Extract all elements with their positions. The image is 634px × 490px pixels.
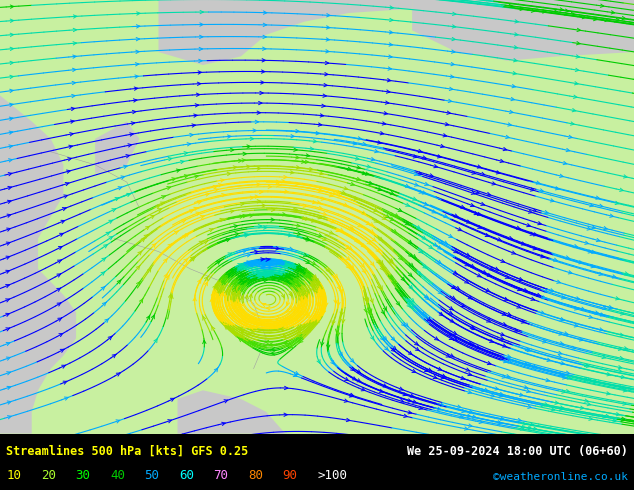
Text: 30: 30	[75, 468, 91, 482]
Text: 10: 10	[6, 468, 22, 482]
Text: ©weatheronline.co.uk: ©weatheronline.co.uk	[493, 471, 628, 482]
Polygon shape	[0, 0, 76, 434]
Polygon shape	[158, 0, 412, 65]
Text: 70: 70	[214, 468, 228, 482]
Polygon shape	[0, 0, 634, 434]
Polygon shape	[95, 122, 139, 173]
Polygon shape	[412, 0, 634, 61]
Text: 80: 80	[248, 468, 263, 482]
Text: 40: 40	[110, 468, 125, 482]
Text: >100: >100	[317, 468, 347, 482]
Text: 90: 90	[283, 468, 297, 482]
Text: Streamlines 500 hPa [kts] GFS 0.25: Streamlines 500 hPa [kts] GFS 0.25	[6, 445, 249, 458]
Text: 20: 20	[41, 468, 56, 482]
Polygon shape	[178, 390, 285, 434]
Text: We 25-09-2024 18:00 UTC (06+60): We 25-09-2024 18:00 UTC (06+60)	[407, 445, 628, 458]
Text: 60: 60	[179, 468, 194, 482]
Text: 50: 50	[145, 468, 159, 482]
